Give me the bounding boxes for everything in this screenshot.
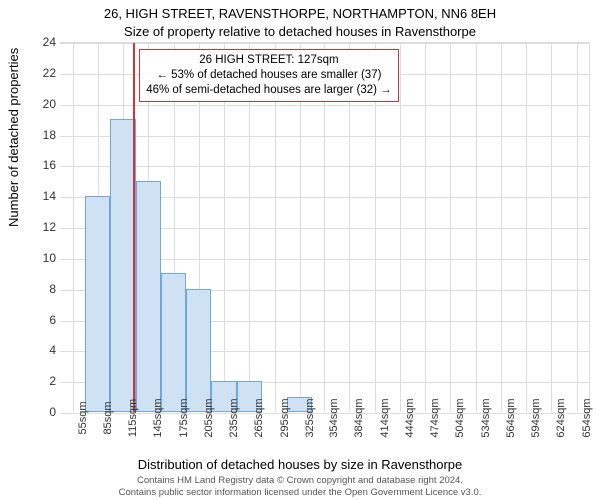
x-tick-label: 175sqm bbox=[178, 398, 190, 437]
y-tick-label: 18 bbox=[36, 128, 56, 142]
y-tick-label: 12 bbox=[36, 220, 56, 234]
histogram-bar bbox=[136, 181, 161, 412]
x-tick-label: 534sqm bbox=[480, 398, 492, 437]
histogram-bar bbox=[85, 196, 110, 412]
grid-line-v bbox=[400, 43, 401, 412]
annotation-line1: 26 HIGH STREET: 127sqm bbox=[146, 53, 391, 68]
x-tick-label: 115sqm bbox=[127, 399, 139, 437]
y-tick-label: 8 bbox=[36, 282, 56, 296]
histogram-bar bbox=[186, 289, 211, 412]
y-tick-label: 10 bbox=[36, 251, 56, 265]
x-tick-label: 414sqm bbox=[379, 398, 391, 437]
y-tick-label: 14 bbox=[36, 189, 56, 203]
annotation-box: 26 HIGH STREET: 127sqm ← 53% of detached… bbox=[139, 49, 398, 102]
annotation-line3: 46% of semi-detached houses are larger (… bbox=[146, 83, 391, 98]
x-tick-label: 265sqm bbox=[253, 398, 265, 437]
grid-line-v bbox=[73, 43, 74, 412]
y-tick-label: 0 bbox=[36, 405, 56, 419]
y-tick-label: 4 bbox=[36, 343, 56, 357]
y-tick-label: 22 bbox=[36, 66, 56, 80]
grid-line-v bbox=[551, 43, 552, 412]
x-tick-label: 205sqm bbox=[203, 398, 215, 437]
x-tick-label: 474sqm bbox=[429, 398, 441, 437]
marker-line bbox=[133, 43, 135, 412]
x-tick-label: 624sqm bbox=[555, 398, 567, 437]
grid-line-v bbox=[501, 43, 502, 412]
x-tick-label: 145sqm bbox=[152, 398, 164, 437]
grid-line-v bbox=[425, 43, 426, 412]
x-tick-label: 504sqm bbox=[454, 398, 466, 437]
x-axis-label: Distribution of detached houses by size … bbox=[0, 457, 600, 472]
x-tick-label: 564sqm bbox=[505, 398, 517, 437]
grid-line-v bbox=[476, 43, 477, 412]
y-tick-label: 24 bbox=[36, 35, 56, 49]
y-axis-label: Number of detached properties bbox=[6, 48, 21, 227]
x-tick-label: 235sqm bbox=[228, 398, 240, 437]
x-tick-label: 654sqm bbox=[581, 398, 593, 437]
y-tick-label: 16 bbox=[36, 158, 56, 172]
grid-line-v bbox=[526, 43, 527, 412]
histogram-bar bbox=[110, 119, 135, 412]
y-tick-label: 2 bbox=[36, 374, 56, 388]
grid-line-v bbox=[450, 43, 451, 412]
footer-line1: Contains HM Land Registry data © Crown c… bbox=[0, 475, 600, 486]
x-tick-label: 325sqm bbox=[304, 398, 316, 437]
chart-subtitle: Size of property relative to detached ho… bbox=[0, 24, 600, 39]
y-tick-label: 6 bbox=[36, 313, 56, 327]
x-tick-label: 55sqm bbox=[77, 401, 89, 434]
x-tick-label: 354sqm bbox=[328, 398, 340, 437]
grid-line-v bbox=[577, 43, 578, 412]
chart-title-address: 26, HIGH STREET, RAVENSTHORPE, NORTHAMPT… bbox=[0, 6, 600, 21]
plot-area: 26 HIGH STREET: 127sqm ← 53% of detached… bbox=[60, 42, 590, 412]
histogram-bar bbox=[161, 273, 186, 412]
y-tick-label: 20 bbox=[36, 97, 56, 111]
x-tick-label: 295sqm bbox=[279, 398, 291, 437]
footer-attribution: Contains HM Land Registry data © Crown c… bbox=[0, 475, 600, 498]
footer-line2: Contains public sector information licen… bbox=[0, 487, 600, 498]
x-tick-label: 594sqm bbox=[530, 398, 542, 437]
x-tick-label: 444sqm bbox=[404, 398, 416, 437]
chart-container: 26, HIGH STREET, RAVENSTHORPE, NORTHAMPT… bbox=[0, 0, 600, 500]
x-tick-label: 85sqm bbox=[102, 401, 114, 434]
x-tick-label: 384sqm bbox=[353, 398, 365, 437]
annotation-line2: ← 53% of detached houses are smaller (37… bbox=[146, 68, 391, 83]
